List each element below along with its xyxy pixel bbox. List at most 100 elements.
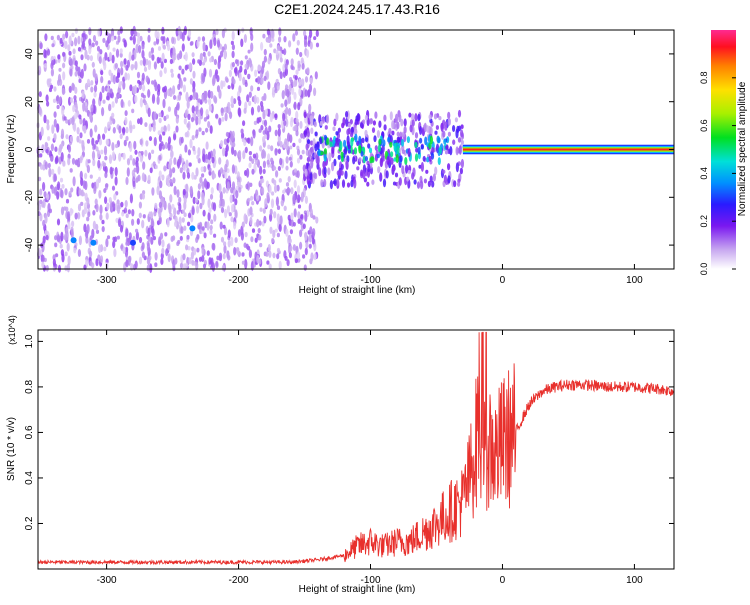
spectrogram-cell	[356, 166, 360, 171]
spectrogram-cell	[65, 198, 70, 204]
spectrogram-cell	[44, 33, 48, 42]
spectrogram-cell	[83, 125, 87, 134]
spectrogram-cell	[227, 85, 231, 90]
spectrogram-cell	[413, 179, 417, 185]
spectrogram-cell	[339, 140, 343, 150]
spectrogram-cell	[120, 60, 124, 68]
spectrogram-cell	[269, 208, 273, 216]
spectrogram-cell	[226, 205, 230, 214]
spectrogram-cell	[172, 167, 176, 174]
spectrogram-cell	[249, 207, 253, 216]
spectrogram-cell	[167, 43, 171, 52]
spectrogram-cell	[111, 185, 116, 191]
spectrogram-cell	[329, 141, 333, 148]
spectrogram-cell	[120, 67, 124, 76]
spectrogram-cell	[88, 45, 92, 55]
spectrogram-cell	[150, 47, 154, 54]
spectrogram-cell	[313, 121, 317, 128]
spectrogram-cell	[134, 260, 138, 269]
spectrogram-cell	[250, 85, 254, 92]
spectrogram-cell	[233, 67, 238, 74]
snr-y-tick-label: 0.2	[24, 516, 35, 530]
spectrogram-cell	[431, 147, 435, 154]
spectrogram-cell	[157, 46, 162, 51]
spectrogram-cell	[438, 146, 442, 155]
spectrogram-cell	[262, 160, 266, 169]
spectrogram-cell	[263, 215, 267, 224]
spectrogram-cell	[243, 107, 247, 114]
spectrogram-cell	[305, 241, 309, 249]
spectrogram-cell	[227, 229, 231, 239]
spectrogram-cell	[54, 242, 58, 248]
spectrogram-cell	[285, 182, 290, 187]
spectrogram-cell	[108, 154, 113, 164]
spectrogram-cell	[82, 102, 86, 112]
spectrogram-cell	[258, 234, 262, 241]
spectrogram-cell	[141, 43, 145, 50]
spectrogram-cell	[167, 253, 171, 263]
spectrogram-cell	[456, 125, 460, 134]
spectrogram-cell	[202, 209, 206, 217]
spectrogram-cell	[140, 92, 145, 98]
spectrogram-cell	[256, 117, 260, 124]
spectrogram-cell	[438, 116, 442, 121]
spectrogram-cell	[193, 175, 197, 180]
spectrogram-cell	[368, 147, 373, 154]
spectrogram-cell	[147, 174, 151, 185]
spectrogram-cell	[378, 138, 382, 146]
spectrogram-cell	[88, 112, 93, 120]
spectrogram-cell	[151, 149, 155, 154]
spectrogram-cell	[77, 159, 81, 168]
spectrogram-cell	[224, 150, 228, 157]
spectrogram-cell	[68, 35, 72, 46]
spectrogram-cell	[180, 136, 184, 144]
spectrogram-cell	[98, 244, 102, 254]
spectrogram-cell	[160, 258, 164, 265]
spectrogram-cell	[128, 51, 132, 62]
spectrogram-cell	[182, 188, 186, 196]
spectrogram-cell	[228, 212, 232, 217]
spectrogram-cell	[51, 124, 55, 134]
spectrogram-cell	[259, 145, 263, 152]
spectrogram-cell	[138, 152, 142, 158]
spectrogram-cell	[152, 236, 156, 241]
spectrogram-cell	[146, 258, 150, 265]
spectrogram-cell	[89, 235, 93, 241]
spectrogram-cell	[154, 164, 158, 170]
spectrogram-cell	[429, 135, 433, 145]
spectrogram-cell	[126, 73, 130, 81]
spectrogram-cell	[221, 116, 225, 122]
spectrogram-cell	[257, 227, 261, 234]
spectrogram-cell	[185, 91, 189, 102]
spectrogram-y-tick-label: -20	[24, 190, 35, 205]
spectrogram-cell	[112, 127, 116, 134]
spectrogram-cell	[343, 139, 347, 148]
spectrogram-cell	[147, 63, 151, 71]
spectrogram-cell	[39, 199, 43, 204]
spectrogram-cell	[423, 124, 427, 129]
spectrogram-cell	[200, 107, 204, 116]
spectrogram-cell	[143, 100, 147, 106]
spectrogram-cell	[46, 123, 50, 131]
spectrogram-cells	[36, 25, 464, 274]
spectrogram-cell	[65, 134, 69, 140]
spectrogram-cell	[80, 54, 84, 61]
spectrogram-cell	[101, 219, 105, 225]
spectrogram-cell	[308, 83, 312, 93]
spectrogram-cell	[290, 187, 294, 195]
spectrogram-cell	[290, 64, 294, 70]
spectrogram-cell	[414, 132, 419, 139]
spectrogram-cell	[139, 193, 143, 200]
spectrogram-cell	[56, 104, 60, 110]
spectrogram-cell	[243, 139, 247, 147]
spectrogram-cell	[134, 149, 138, 155]
spectrogram-cell	[222, 224, 226, 229]
spectrogram-cell	[62, 71, 66, 81]
spectrogram-cell	[261, 187, 265, 195]
spectrogram-cell	[346, 128, 350, 136]
spectrogram-cell	[437, 137, 441, 144]
spectrogram-cell	[185, 183, 189, 194]
spectrogram-cell	[298, 87, 302, 97]
spectrogram-cell	[129, 142, 133, 153]
